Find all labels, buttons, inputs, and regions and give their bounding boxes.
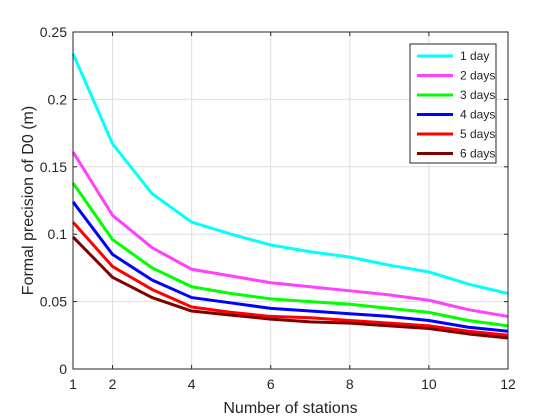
x-tick-label: 8 bbox=[346, 376, 354, 392]
legend-label: 4 days bbox=[460, 108, 495, 122]
legend-label: 2 days bbox=[460, 69, 495, 83]
series-lines bbox=[71, 52, 509, 340]
legend: 1 day 2 days 3 days 4 days 5 days 6 days bbox=[409, 43, 497, 164]
y-axis-label: Formal precision of D0 (m) bbox=[20, 106, 37, 295]
series-line-3 bbox=[71, 182, 509, 328]
series-line-2 bbox=[71, 151, 509, 318]
legend-box bbox=[409, 43, 497, 164]
y-tick-label: 0 bbox=[59, 361, 67, 377]
legend-label: 5 days bbox=[460, 127, 495, 141]
legend-label: 6 days bbox=[460, 147, 495, 161]
x-tick-label: 4 bbox=[188, 376, 196, 392]
series-line-6 bbox=[71, 235, 509, 340]
x-tick-label: 12 bbox=[500, 376, 516, 392]
x-tick-label: 6 bbox=[267, 376, 275, 392]
series-line-5 bbox=[71, 221, 509, 337]
y-tick-label: 0.1 bbox=[48, 226, 68, 242]
x-tick-label: 2 bbox=[109, 376, 117, 392]
x-tick-label: 10 bbox=[421, 376, 437, 392]
plot-frame bbox=[72, 31, 509, 370]
y-tick-label: 0.15 bbox=[40, 159, 67, 175]
y-tick-label: 0.05 bbox=[40, 294, 67, 310]
series-line-4 bbox=[71, 200, 509, 333]
y-tick-label: 0.2 bbox=[48, 91, 68, 107]
legend-label: 1 day bbox=[460, 49, 489, 63]
legend-label: 3 days bbox=[460, 88, 495, 102]
y-tick-label: 0.25 bbox=[40, 24, 67, 40]
x-tick-label: 1 bbox=[69, 376, 77, 392]
series-line-1 bbox=[71, 52, 509, 295]
x-axis-label: Number of stations bbox=[223, 400, 357, 417]
